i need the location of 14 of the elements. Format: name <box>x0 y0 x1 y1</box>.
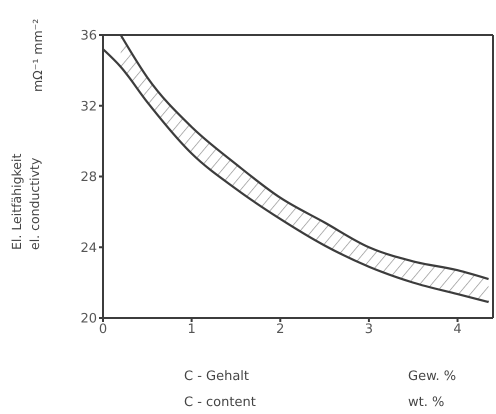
y-axis-title: El. Leitfähigkeit el. conductivty <box>8 154 43 250</box>
text: Gew. % wt. % <box>408 368 456 412</box>
x-axis-title: C - Gehalt C - content <box>184 368 256 412</box>
x-tick-label: 1 <box>187 322 196 338</box>
text: mΩ⁻¹ mm⁻² <box>30 18 45 92</box>
x-tick-label: 2 <box>276 322 284 338</box>
y-tick-label: 36 <box>80 28 97 44</box>
y-tick-label: 32 <box>80 99 97 114</box>
y-tick-label: 20 <box>80 312 97 327</box>
x-tick-label: 4 <box>453 322 462 338</box>
x-tick-label: 0 <box>98 322 108 338</box>
y-tick-label: 28 <box>80 170 97 186</box>
y-tick-label: 24 <box>80 240 97 256</box>
x-tick-label: 3 <box>364 322 374 338</box>
